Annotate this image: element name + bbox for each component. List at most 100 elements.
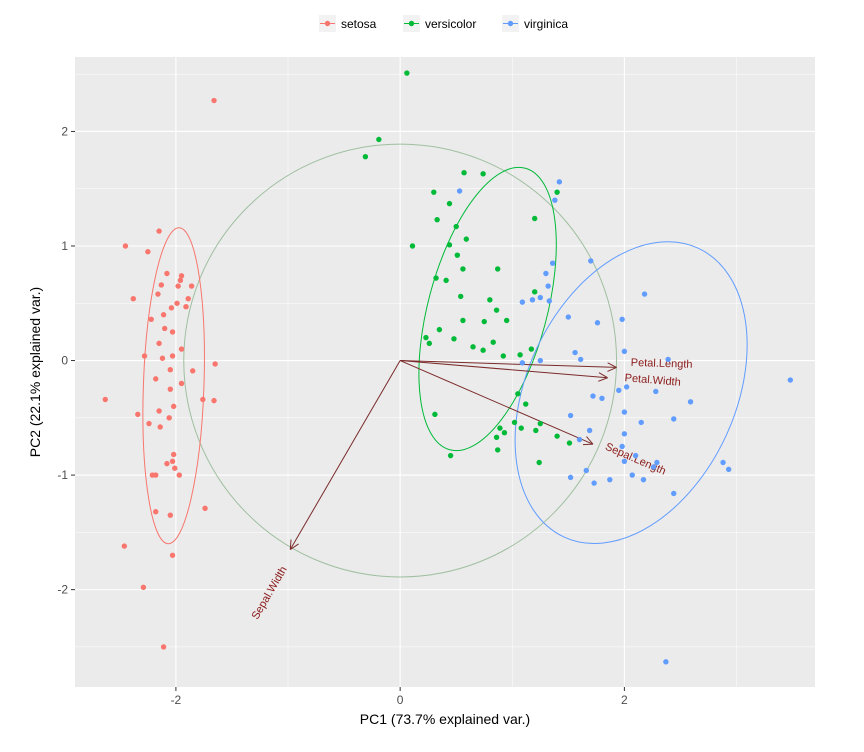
setosa-point [153,509,159,515]
virginica-point [456,188,463,194]
versicolor-point [480,171,486,177]
versicolor-point [460,317,466,324]
virginica-point [599,395,605,402]
y-tick-label: 1 [61,239,68,253]
virginica-point [572,349,578,356]
virginica-point [621,409,628,415]
virginica-point [687,399,694,405]
versicolor-point [481,318,487,325]
setosa-point [164,460,170,467]
setosa-point [169,329,176,335]
virginica-point [537,357,544,364]
versicolor-point [554,433,560,439]
virginica-point [650,464,657,470]
virginica-point [725,466,732,473]
virginica-point [619,316,625,323]
virginica-point [671,416,677,422]
legend-point [324,20,331,27]
virginica-point [629,472,635,478]
versicolor-point [523,401,529,407]
setosa-point [167,512,174,518]
versicolor-point [536,459,542,466]
virginica-point [588,258,594,264]
setosa-point [135,411,141,418]
setosa-point [153,376,159,382]
setosa-point [102,396,108,403]
setosa-point [157,424,163,430]
arrow-head [607,366,617,372]
setosa-point [167,386,174,392]
x-axis-ticks: -2 0 2 [171,687,628,707]
setosa-point [141,353,148,359]
x-axis-title: PC1 (73.7% explained var.) [360,711,530,727]
setosa-point [185,295,191,302]
versicolor-point [494,266,501,272]
virginica-point [552,197,558,203]
versicolor-point [503,317,510,324]
x-tick-label: -2 [171,693,182,707]
versicolor-point [451,336,457,342]
versicolor-point [490,339,496,345]
setosa-point [175,283,181,289]
setosa-point [168,305,175,311]
setosa-point [167,367,174,373]
virginica-point [594,320,601,326]
virginica-point [671,490,677,497]
setosa-point [122,243,129,249]
virginica-point [565,314,572,320]
versicolor-point [443,277,449,284]
versicolor-point [409,243,416,249]
virginica-point [577,356,584,363]
versicolor-point [511,419,518,426]
setosa-point [166,415,172,421]
virginica-point [607,476,613,483]
virginica-point [591,480,597,486]
versicolor-point [461,169,467,176]
virginica-point [590,393,596,399]
setosa-point [212,361,218,367]
virginica-point [543,270,549,277]
setosa-point [170,451,177,458]
versicolor-point [434,216,440,223]
setosa-point [178,346,185,352]
versicolor-point [480,347,486,353]
y-tick-label: -1 [57,468,68,482]
arrow-head [607,362,617,368]
versicolor-point [533,427,539,434]
legend-item-virginica: virginica [502,15,568,32]
virginica-point [529,297,536,303]
legend-label: versicolor [425,17,476,31]
virginica-point [519,299,526,305]
virginica-point [665,356,671,363]
virginica-point [576,436,583,443]
versicolor-point [432,411,438,418]
setosa-ellipse [142,227,205,545]
virginica-ellipse [514,241,748,544]
versicolor-point [436,326,443,333]
setosa-point [156,340,162,347]
setosa-point [159,355,166,361]
virginica-point [621,431,628,437]
virginica-point [720,459,726,466]
versicolor-point [517,352,523,358]
virginica-point [621,348,628,355]
versicolor-point [362,153,369,160]
y-tick-label: -2 [57,583,68,597]
loading-label: Petal.Width [624,372,681,389]
virginica-point [546,298,552,304]
virginica-point [653,388,659,395]
versicolor-point [376,136,382,143]
plot-panel [75,57,815,687]
setosa-point [211,397,217,404]
versicolor-point [454,252,461,258]
setosa-point [178,273,185,279]
loading-arrow [289,360,401,550]
versicolor-point [431,189,437,195]
loading-label: Petal.Length [631,357,693,371]
virginica-point [616,387,622,394]
setosa-point [176,472,182,478]
versicolor-point [446,242,453,248]
virginica-point [583,467,589,474]
versicolor-point [463,236,470,242]
